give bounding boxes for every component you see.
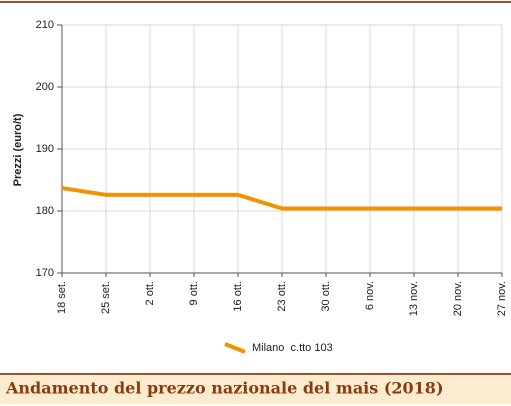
- chart-title: Andamento del prezzo nazionale del mais …: [5, 379, 444, 398]
- x-tick-label: 9 ott.: [188, 281, 200, 305]
- y-tick-label: 210: [36, 19, 54, 31]
- x-tick-label: 23 ott.: [276, 281, 288, 312]
- y-tick-label: 200: [36, 81, 54, 93]
- legend-swatch: [224, 342, 246, 354]
- data-line: [61, 186, 502, 211]
- x-tick-label: 2 ott.: [144, 281, 156, 305]
- x-tick-label: 16 ott.: [232, 281, 244, 312]
- x-tick-label: 13 nov.: [408, 281, 420, 316]
- x-tick-label: 6 nov.: [364, 281, 376, 310]
- x-tick-label: 25 set.: [100, 281, 112, 314]
- x-tick-label: 20 nov.: [452, 281, 464, 316]
- x-tick-label: 30 ott.: [320, 281, 332, 312]
- y-axis-label: Prezzi (euro/t): [12, 113, 24, 186]
- title-bar: [0, 375, 511, 404]
- legend-label: Milano c.tto 103: [252, 342, 333, 354]
- x-tick-label: 27 nov.: [496, 281, 508, 316]
- y-tick-label: 190: [36, 143, 54, 155]
- y-tick-label: 180: [36, 205, 54, 217]
- x-tick-label: 18 set.: [56, 281, 68, 314]
- y-tick-label: 170: [36, 267, 54, 279]
